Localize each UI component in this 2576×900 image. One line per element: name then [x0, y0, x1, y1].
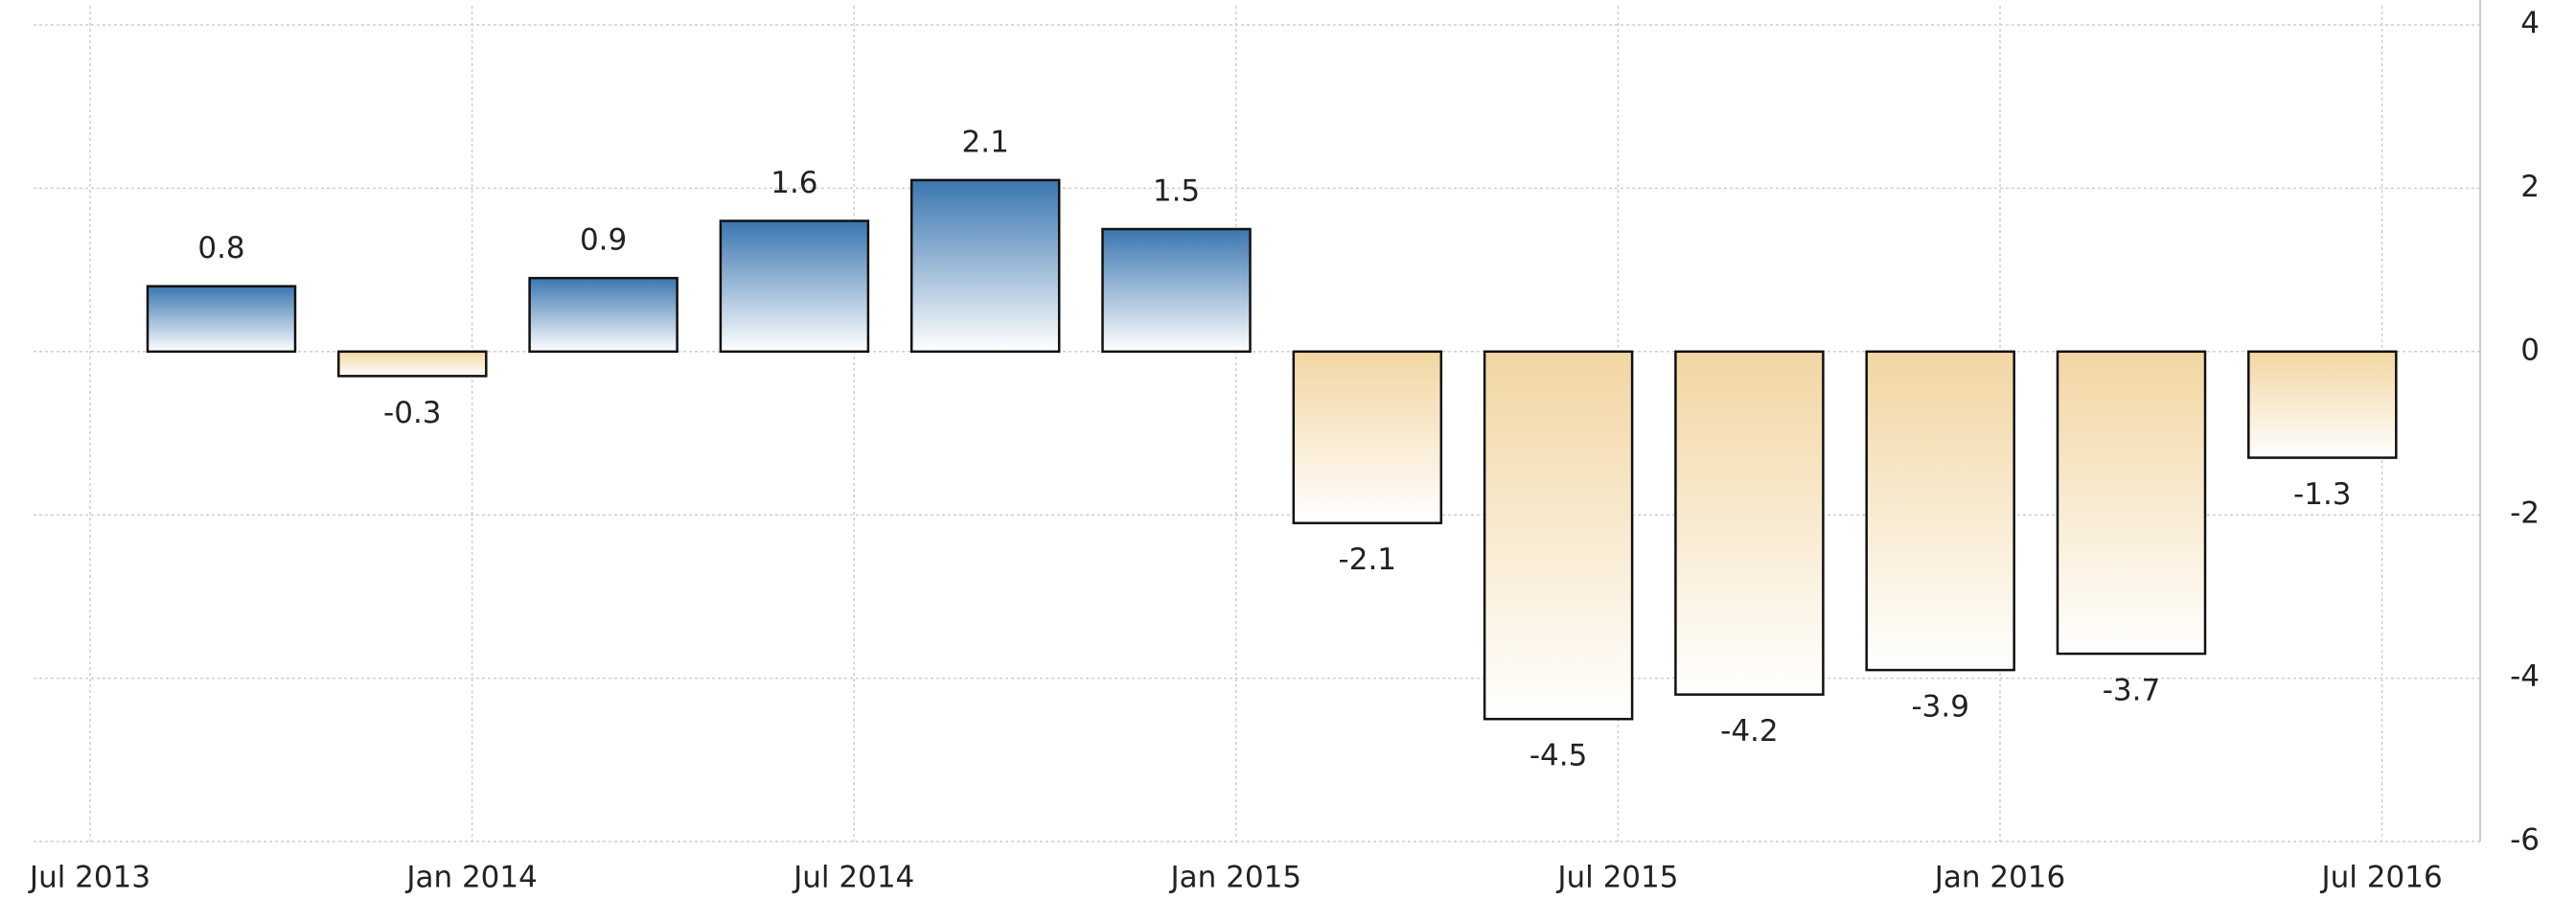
bar: [2247, 350, 2398, 459]
x-tick-label: Jul 2013: [28, 861, 150, 895]
value-label: -1.3: [2293, 477, 2352, 512]
x-tick-label: Jan 2014: [404, 861, 538, 895]
value-label: -4.5: [1530, 739, 1588, 773]
bar: [1865, 350, 2015, 672]
value-label: 1.5: [1153, 174, 1200, 209]
bar: [1292, 350, 1443, 524]
y-tick-label: 4: [2520, 7, 2540, 41]
value-label: -0.3: [383, 396, 442, 430]
bar: [2056, 350, 2207, 656]
value-label: -3.9: [1911, 690, 1969, 725]
value-label: -2.1: [1339, 542, 1397, 577]
value-label: 0.9: [580, 223, 627, 258]
x-tick-label: Jul 2014: [792, 861, 914, 895]
x-tick-label: Jul 2015: [1555, 861, 1678, 895]
x-tick-label: Jan 2015: [1169, 861, 1302, 895]
bar: [1483, 350, 1634, 721]
y-tick-label: -6: [2510, 823, 2540, 858]
value-label: -3.7: [2103, 674, 2161, 708]
value-label: 1.6: [770, 166, 817, 200]
x-tick-label: Jul 2016: [2320, 861, 2443, 895]
bar: [146, 285, 297, 354]
bar: [337, 350, 488, 378]
value-label: 0.8: [197, 231, 244, 265]
value-label: -4.2: [1720, 714, 1779, 749]
bar: [909, 178, 1061, 354]
y-tick-label: -4: [2510, 659, 2540, 694]
bar: [528, 276, 678, 354]
bar: [1101, 227, 1252, 354]
value-label: 2.1: [962, 125, 1009, 159]
x-tick-label: Jan 2016: [1933, 861, 2066, 895]
y-tick-label: 2: [2520, 170, 2540, 204]
y-tick-label: -2: [2510, 496, 2540, 531]
y-tick-label: 0: [2520, 333, 2540, 367]
bar: [719, 219, 870, 354]
bar: [1674, 350, 1825, 696]
